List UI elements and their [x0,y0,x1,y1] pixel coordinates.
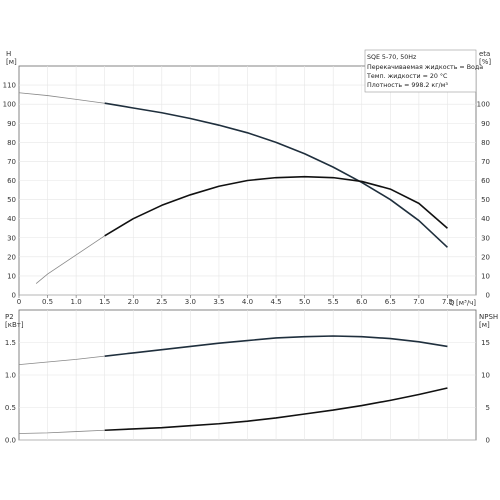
bottom-y2-label: NPSH [479,313,498,321]
x-tick-label: 3.5 [213,298,224,306]
top-y-ticks: 0 10 20 30 40 50 60 70 80 90 100 110 [3,82,16,300]
x-tick-label: 7.5 [442,298,453,306]
legend-line-temp: Темп. жидкости = 20 °C [366,72,448,80]
bottom-y-tick-label: 0.0 [5,437,16,445]
x-tick-label: 5.0 [299,298,310,306]
top-y-label: H [6,50,11,58]
top-y2-tick-label: 20 [481,253,490,261]
top-series [18,92,448,284]
top-series-1-line [104,175,448,237]
legend-line-pump: SQE 5-70, 50Hz [367,54,417,61]
top-series-1-extension [35,235,105,284]
bottom-grid [19,310,476,441]
x-tick-label: 0.5 [42,298,53,306]
x-tick-label: 6.0 [356,298,367,306]
x-tick-label: 0 [17,298,21,306]
bottom-y-tick-label: 1.0 [5,372,16,380]
bottom-series-0-line [104,335,448,357]
top-y-tick-label: 70 [7,158,16,166]
bottom-y2-tick-label: 5 [486,404,490,412]
power-npsh-panel: 0.0 0.5 1.0 1.5 0 5 10 15 P2 [кВт] NPSH [м] [5,309,498,445]
top-y2-tick-label: 0 [486,292,490,300]
bottom-y2-ticks: 0 5 10 15 [481,339,490,445]
top-y-tick-label: 100 [3,101,16,109]
x-tick-label: 4.0 [242,298,253,306]
top-y2-tick-label: 10 [481,272,490,280]
top-y-tick-label: 20 [7,253,16,261]
top-y-tick-label: 10 [7,272,16,280]
x-tick-label: 7.0 [413,298,424,306]
bottom-y-tick-label: 0.5 [5,404,16,412]
top-y-tick-label: 50 [7,196,16,204]
top-y2-unit: [%] [479,58,491,66]
x-tick-label: 1.5 [99,298,110,306]
x-tick-label: 5.5 [328,298,339,306]
top-y2-tick-label: 90 [481,120,490,128]
top-y-tick-label: 90 [7,120,16,128]
top-y2-tick-label: 40 [481,215,490,223]
top-grid [19,66,476,296]
x-tick-label: 3.0 [185,298,196,306]
top-y-tick-label: 80 [7,139,16,147]
bottom-series-0-extension [18,355,105,365]
bottom-y-unit: [кВт] [5,321,24,329]
bottom-y2-tick-label: 15 [481,339,490,347]
bottom-y-ticks: 0.0 0.5 1.0 1.5 [5,339,16,445]
top-y2-tick-label: 30 [481,234,490,242]
x-axis-label: Q [449,299,455,307]
bottom-y2-unit: [м] [479,321,490,329]
top-y-tick-label: 110 [3,82,16,90]
bottom-y2-tick-label: 10 [481,372,490,380]
top-y2-ticks: 0 10 20 30 40 50 60 70 80 90 100 [477,101,490,300]
bottom-y2-tick-label: 0 [486,437,490,445]
x-tick-label: 6.5 [385,298,396,306]
legend-frame [364,49,477,93]
x-tick-label: 2.0 [128,298,139,306]
x-tick-label: 2.5 [156,298,167,306]
top-y2-tick-label: 100 [477,101,490,109]
top-y-unit: [м] [6,58,17,66]
bottom-series [18,335,448,434]
top-y-tick-label: 60 [7,177,16,185]
top-y-tick-label: 40 [7,215,16,223]
top-y-tick-label: 0 [12,292,16,300]
legend-box: SQE 5-70, 50Hz Перекачиваемая жидкость =… [364,49,483,93]
bottom-y-label: P2 [5,313,14,321]
legend-line-density: Плотность = 998.2 кг/м³ [367,82,448,89]
x-axis-unit: [м³/ч] [456,299,476,307]
top-y2-tick-label: 50 [481,196,490,204]
top-x-ticks: 0 0.5 1.0 1.5 2.0 2.5 3.0 3.5 4.0 4.5 5.0 5.5 6.0 6.5… [17,295,453,306]
top-y2-tick-label: 80 [481,139,490,147]
top-series-0-line [104,102,448,248]
top-y2-tick-label: 60 [481,177,490,185]
bottom-series-1-extension [18,429,105,434]
x-tick-label: 1.0 [71,298,82,306]
top-y2-tick-label: 70 [481,158,490,166]
bottom-series-1-line [104,387,448,432]
top-y-tick-label: 30 [7,234,16,242]
head-efficiency-panel: 0 0.5 1.0 1.5 2.0 2.5 3.0 3.5 4.0 4.5 5.0 5.5 6.0 6.5… [3,49,491,307]
bottom-y-tick-label: 1.5 [5,339,16,347]
top-series-0-extension [18,92,105,104]
legend-line-fluid: Перекачиваемая жидкость = Вода [367,64,483,71]
top-y2-label: eta [479,50,490,58]
x-tick-label: 4.5 [270,298,281,306]
